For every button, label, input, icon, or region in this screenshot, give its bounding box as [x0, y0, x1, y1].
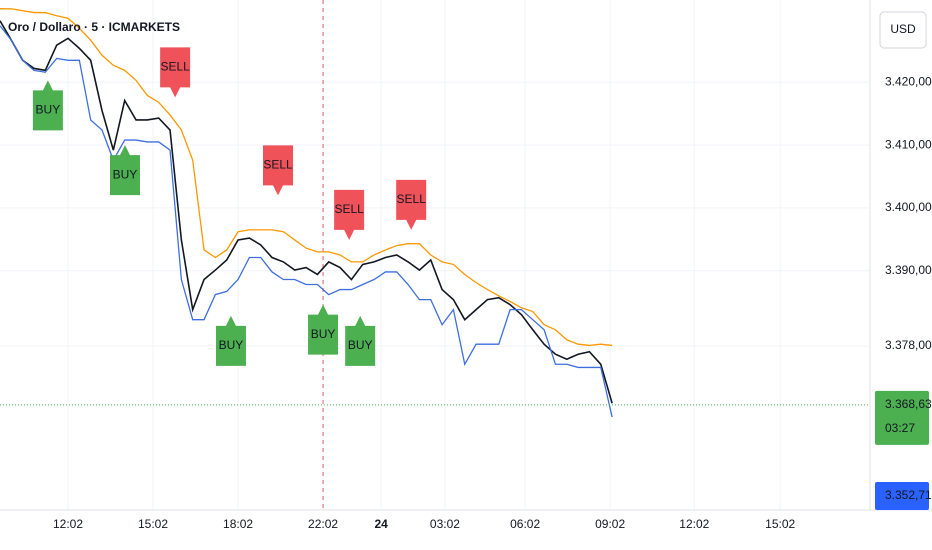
x-tick-label: 03:02	[430, 517, 460, 531]
y-tick-label: 3.390,00	[885, 263, 932, 277]
signal-marker	[32, 80, 63, 131]
x-tick-label: 09:02	[595, 517, 625, 531]
price-line	[0, 20, 613, 404]
signal-marker	[396, 179, 427, 230]
price-line	[0, 8, 613, 347]
signal: BUY	[215, 315, 246, 366]
signal-label: BUY	[311, 327, 336, 341]
signal-marker	[334, 189, 365, 240]
signal: BUY	[345, 315, 376, 366]
signal-label: BUY	[219, 338, 244, 352]
signal: BUY	[109, 145, 140, 196]
signal: SELL	[334, 189, 365, 240]
currency-label: USD	[890, 22, 916, 36]
y-tick-label: 3.400,00	[885, 200, 932, 214]
signal: BUY	[308, 304, 339, 355]
y-tick-label: 3.420,00	[885, 74, 932, 88]
x-tick-label: 22:02	[308, 517, 338, 531]
signal-marker	[109, 145, 140, 196]
signal: BUY	[32, 80, 63, 131]
signal-marker	[160, 47, 191, 98]
x-tick-label: 15:02	[138, 517, 168, 531]
y-tick-label: 3.378,00	[885, 338, 932, 352]
currency-button[interactable]	[879, 11, 927, 49]
y-tick-label: 3.410,00	[885, 137, 932, 151]
chart-title: Oro / Dollaro · 5 · ICMARKETS	[8, 20, 180, 34]
x-tick-label: 15:02	[765, 517, 795, 531]
marked-price-label: 3.352,71	[885, 488, 932, 502]
signal: SELL	[160, 47, 191, 98]
marked-price-box	[875, 482, 929, 510]
x-tick-label: 06:02	[510, 517, 540, 531]
last-price-label: 3.368,63	[885, 397, 932, 411]
last-price-box	[875, 390, 929, 445]
x-tick-label: 18:02	[223, 517, 253, 531]
signal-label: BUY	[36, 103, 61, 117]
x-tick-label: 12:02	[53, 517, 83, 531]
x-tick-label: 24	[374, 517, 388, 531]
x-tick-label: 12:02	[679, 517, 709, 531]
signal-marker	[215, 315, 246, 366]
signal-marker	[308, 304, 339, 355]
signal-label: BUY	[113, 167, 138, 181]
signal-marker	[263, 145, 294, 196]
signal: SELL	[396, 179, 427, 230]
signal-label: SELL	[160, 60, 190, 74]
signal-label: SELL	[397, 192, 427, 206]
signal: SELL	[263, 145, 294, 196]
price-line	[0, 25, 613, 418]
signal-label: SELL	[263, 158, 293, 172]
signal-marker	[345, 315, 376, 366]
signal-label: BUY	[348, 338, 373, 352]
signal-label: SELL	[334, 202, 364, 216]
countdown-label: 03:27	[885, 421, 915, 435]
